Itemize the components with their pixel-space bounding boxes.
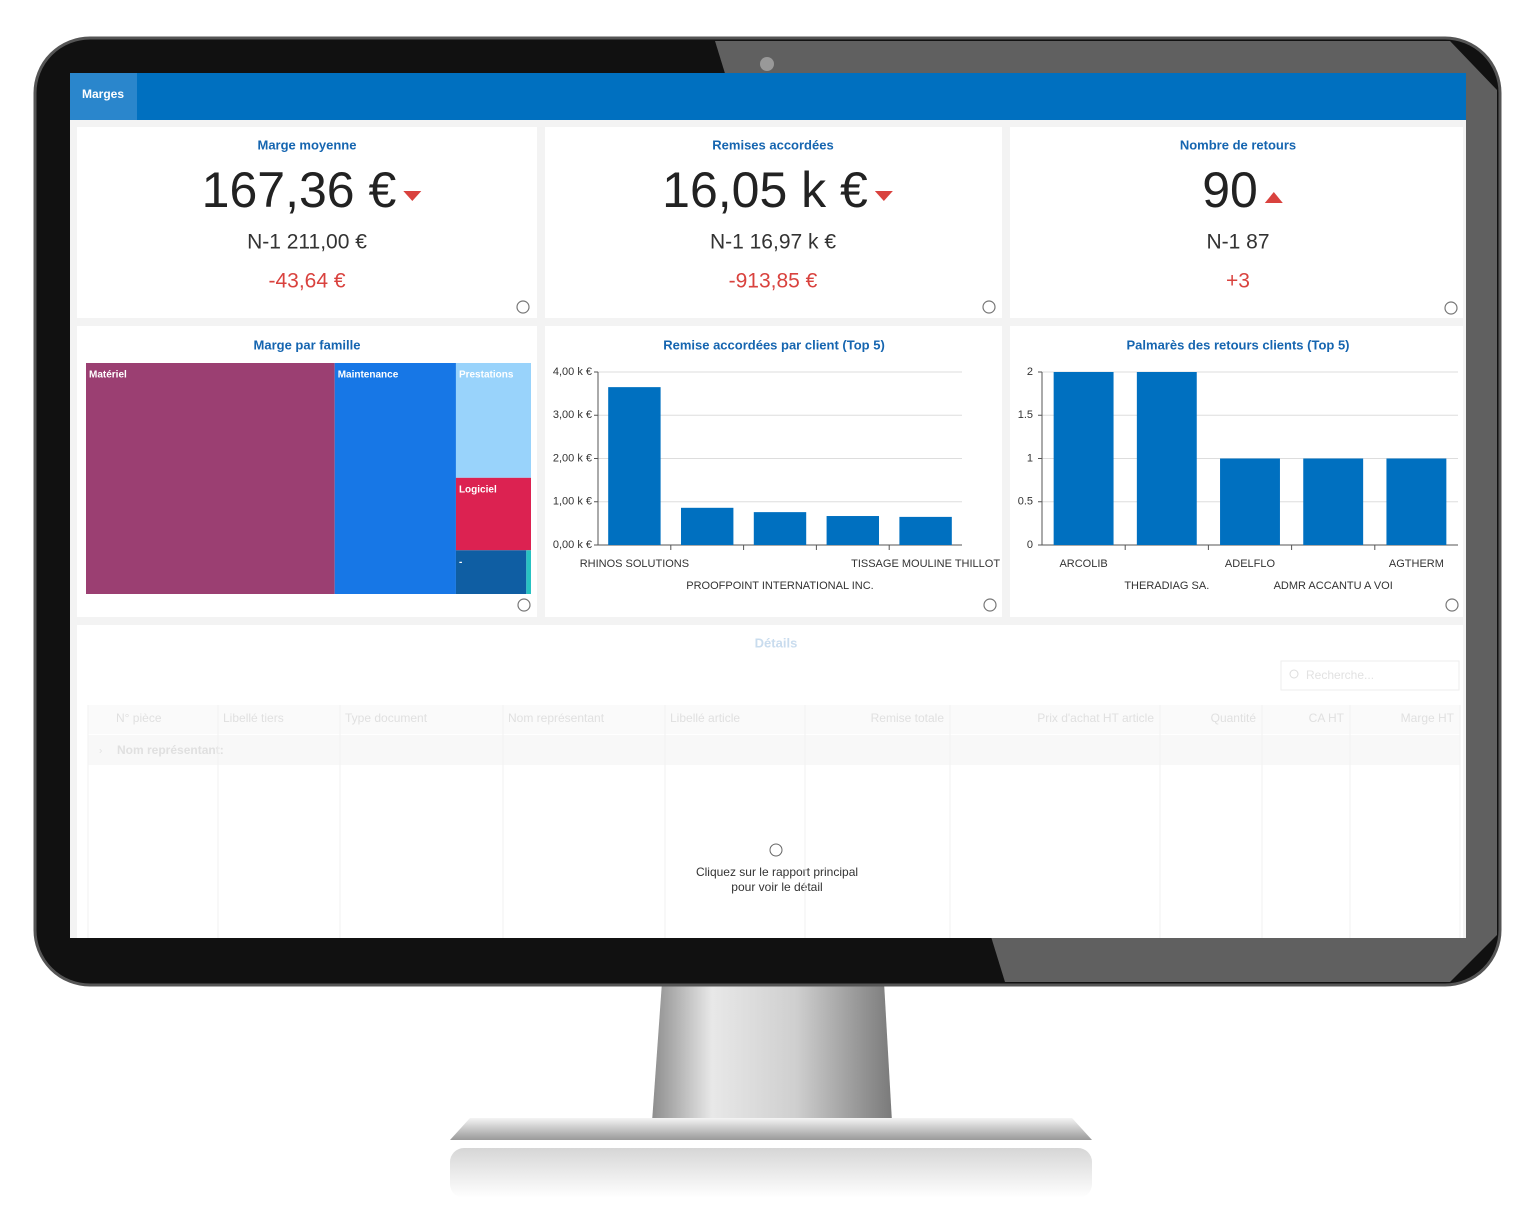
bar xyxy=(826,516,880,545)
y-tick-label: 4,00 k € xyxy=(553,366,592,378)
bar xyxy=(899,516,952,545)
tab-label[interactable]: Marges xyxy=(82,87,124,101)
x-tick-label: RHINOS SOLUTIONS xyxy=(580,558,689,570)
empty-message: Cliquez sur le rapport principal xyxy=(696,865,858,879)
column-header: N° pièce xyxy=(116,711,162,725)
treemap-cell xyxy=(86,363,335,594)
kpi-previous: N-1 211,00 € xyxy=(247,231,367,254)
y-tick-label: 1.5 xyxy=(1018,409,1033,421)
detail-icon xyxy=(769,843,783,857)
header-tab[interactable] xyxy=(70,73,137,120)
treemap-label: Matériel xyxy=(89,370,127,381)
column-header: Marge HT xyxy=(1401,711,1455,725)
y-tick-label: 2 xyxy=(1027,366,1033,378)
trend-arrow xyxy=(1264,192,1283,203)
chart-title: Palmarès des retours clients (Top 5) xyxy=(1127,337,1350,352)
column-header: Type document xyxy=(345,711,428,725)
camera xyxy=(760,57,774,71)
x-tick-label: TISSAGE MOULINE THILLOT xyxy=(851,558,1000,570)
bar xyxy=(1303,458,1364,545)
column-header: Prix d'achat HT article xyxy=(1037,711,1154,725)
treemap-cell xyxy=(526,550,531,594)
x-tick-label: AGTHERM xyxy=(1389,558,1444,570)
chart-title: Marge par famille xyxy=(254,337,361,352)
treemap-label: Maintenance xyxy=(338,370,399,381)
details-panel xyxy=(77,625,1463,938)
group-row xyxy=(88,735,1460,765)
chart-title: Remise accordées par client (Top 5) xyxy=(663,337,885,352)
column-header: Libellé article xyxy=(670,711,740,725)
header-bar xyxy=(70,73,1466,120)
x-tick-label: THERADIAG SA. xyxy=(1124,580,1209,592)
treemap-cell xyxy=(455,363,531,478)
bar xyxy=(1386,458,1447,545)
bar xyxy=(1053,372,1114,545)
monitor-neck xyxy=(652,982,892,1122)
y-tick-label: 0,00 k € xyxy=(553,539,592,551)
trend-arrow xyxy=(874,191,893,201)
kpi-value: 167,36 € xyxy=(202,162,397,218)
column-header: Libellé tiers xyxy=(223,711,284,725)
y-tick-label: 3,00 k € xyxy=(553,409,592,421)
trend-arrow xyxy=(403,191,422,201)
x-tick-label: PROOFPOINT INTERNATIONAL INC. xyxy=(686,580,873,592)
kpi-value: 16,05 k € xyxy=(662,162,868,218)
card xyxy=(77,127,537,318)
y-tick-label: 0 xyxy=(1027,539,1033,551)
kpi-delta: -913,85 € xyxy=(729,270,818,293)
kpi-previous: N-1 16,97 k € xyxy=(710,231,836,254)
treemap-label: - xyxy=(459,557,462,568)
y-tick-label: 2,00 k € xyxy=(553,452,592,464)
card-icons xyxy=(516,300,1459,612)
treemap-cell xyxy=(455,477,531,551)
search-icon xyxy=(1289,669,1299,679)
treemap-cell xyxy=(334,363,456,594)
group-label: Nom représentant: xyxy=(117,743,224,757)
group-toggle[interactable]: › xyxy=(99,746,102,757)
card xyxy=(1010,127,1463,318)
card xyxy=(545,127,1002,318)
kpi-title: Marge moyenne xyxy=(258,137,357,152)
base-reflection xyxy=(450,1148,1092,1198)
bar xyxy=(1136,372,1197,545)
kpi-delta: -43,64 € xyxy=(268,270,345,293)
x-tick-label: ADMR ACCANTU A VOI xyxy=(1274,580,1393,592)
bar xyxy=(608,387,661,545)
table-header xyxy=(88,705,1460,734)
kpi-title: Remises accordées xyxy=(712,137,833,152)
empty-message: pour voir le détail xyxy=(731,880,822,894)
search-placeholder[interactable]: Recherche... xyxy=(1306,668,1374,682)
treemap-label: Logiciel xyxy=(459,484,497,495)
bar xyxy=(1220,458,1280,545)
search-box[interactable] xyxy=(1280,660,1460,691)
monitor-base xyxy=(450,1118,1092,1140)
details-title: Détails xyxy=(755,635,798,650)
treemap-label: Prestations xyxy=(459,370,514,381)
kpi-value: 90 xyxy=(1202,162,1258,218)
y-tick-label: 1,00 k € xyxy=(553,496,592,508)
bar xyxy=(753,512,807,545)
y-tick-label: 1 xyxy=(1027,452,1033,464)
y-tick-label: 0.5 xyxy=(1018,496,1033,508)
column-header: Quantité xyxy=(1211,711,1257,725)
column-header: Nom représentant xyxy=(508,711,605,725)
bar xyxy=(680,507,734,545)
x-tick-label: ADELFLO xyxy=(1225,558,1276,570)
treemap-cell xyxy=(455,550,527,594)
kpi-title: Nombre de retours xyxy=(1180,137,1296,152)
x-tick-label: ARCOLIB xyxy=(1059,558,1107,570)
kpi-delta: +3 xyxy=(1226,270,1250,293)
column-header: CA HT xyxy=(1309,711,1345,725)
column-header: Remise totale xyxy=(871,711,945,725)
kpi-previous: N-1 87 xyxy=(1206,231,1269,254)
